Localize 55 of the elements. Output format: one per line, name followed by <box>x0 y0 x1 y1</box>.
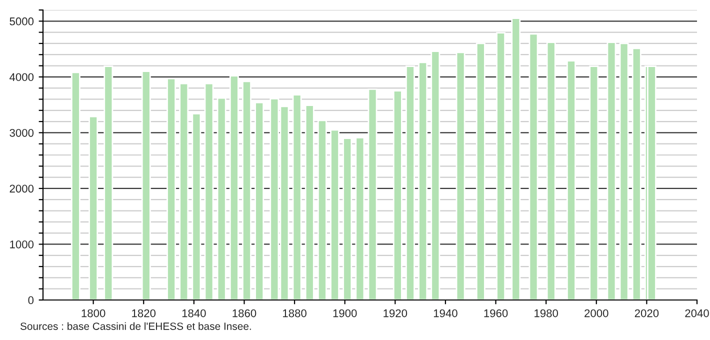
x-tick-label: 1800 <box>82 309 106 318</box>
bar <box>511 18 521 300</box>
bar <box>456 52 466 300</box>
bar <box>589 66 599 300</box>
bar <box>355 137 365 300</box>
bar <box>632 48 642 300</box>
bar <box>418 62 428 300</box>
bar <box>204 82 214 300</box>
x-tick-label: 1820 <box>132 309 156 318</box>
bar <box>368 88 378 300</box>
bar <box>304 104 314 300</box>
bar <box>216 97 226 300</box>
bar <box>546 42 556 300</box>
y-tick-label: 3000 <box>10 128 34 137</box>
y-tick-label: 2000 <box>10 184 34 193</box>
bar <box>406 66 415 300</box>
bar <box>330 129 340 300</box>
bar <box>476 42 486 300</box>
x-tick-label: 1920 <box>384 309 408 318</box>
bar <box>70 72 80 300</box>
bar <box>606 42 616 300</box>
y-tick-label: 5000 <box>10 17 34 26</box>
bar <box>566 60 576 300</box>
x-tick-label: 1900 <box>333 309 357 318</box>
bar <box>88 116 98 300</box>
bar <box>647 66 656 300</box>
bar <box>430 50 440 300</box>
bar <box>229 75 239 300</box>
bar <box>254 102 264 300</box>
y-tick-label: 4000 <box>10 73 34 82</box>
x-tick-label: 1840 <box>182 309 206 318</box>
source-note: Sources : base Cassini de l'EHESS et base Insee. <box>20 322 251 330</box>
bar <box>242 80 252 300</box>
bar <box>392 90 402 300</box>
y-tick-label: 0 <box>28 296 34 304</box>
x-tick-label: 1880 <box>283 309 306 318</box>
bar <box>141 70 151 300</box>
bar <box>166 78 176 300</box>
bar <box>292 94 302 300</box>
bar <box>317 120 327 300</box>
bar <box>619 42 629 300</box>
bar <box>104 66 114 300</box>
x-tick-label: 1940 <box>434 309 458 318</box>
bar <box>496 32 506 300</box>
bar <box>179 82 189 300</box>
x-tick-label: 2000 <box>584 309 608 318</box>
y-tick-label: 1000 <box>10 240 34 248</box>
x-tick-label: 1980 <box>534 309 558 318</box>
bar <box>528 33 538 300</box>
bar <box>192 113 202 300</box>
x-tick-label: 2020 <box>634 309 659 318</box>
x-tick-label: 2040 <box>685 309 709 318</box>
x-tick-label: 1960 <box>484 309 508 318</box>
bar <box>342 138 352 300</box>
x-tick-label: 1860 <box>232 309 256 318</box>
